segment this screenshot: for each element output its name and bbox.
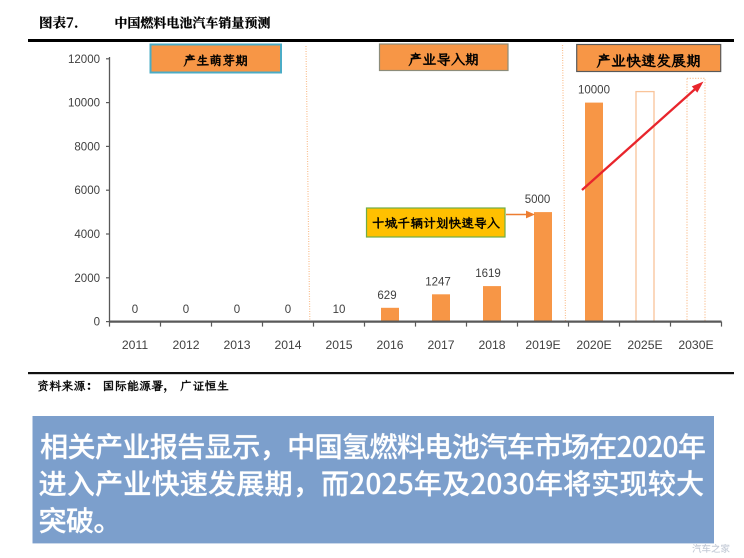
svg-text:6000: 6000 [74,185,100,197]
svg-text:2019E: 2019E [525,338,560,352]
svg-text:10: 10 [333,304,346,316]
svg-text:2013: 2013 [223,338,250,352]
svg-text:2030E: 2030E [678,338,713,352]
svg-text:2018: 2018 [478,338,505,352]
svg-text:2016: 2016 [376,338,403,352]
svg-text:8000: 8000 [74,141,100,153]
svg-text:2025E: 2025E [627,338,662,352]
svg-text:0: 0 [94,317,100,329]
svg-text:0: 0 [183,304,189,316]
svg-text:2014: 2014 [274,338,301,352]
svg-text:629: 629 [377,290,396,302]
svg-text:2017: 2017 [427,338,454,352]
svg-text:2011: 2011 [122,338,148,352]
svg-text:2020E: 2020E [576,338,611,352]
svg-text:2012: 2012 [172,338,199,352]
svg-text:10000: 10000 [578,85,610,97]
svg-text:2015: 2015 [325,338,352,352]
svg-text:1247: 1247 [425,276,451,288]
svg-text:12000: 12000 [68,54,100,66]
svg-text:0: 0 [132,304,138,316]
svg-text:0: 0 [234,304,240,316]
svg-text:10000: 10000 [68,98,100,110]
svg-text:2000: 2000 [74,273,100,285]
svg-text:5000: 5000 [525,194,551,206]
svg-text:4000: 4000 [74,229,100,241]
svg-text:1619: 1619 [475,268,501,280]
svg-text:0: 0 [285,304,291,316]
